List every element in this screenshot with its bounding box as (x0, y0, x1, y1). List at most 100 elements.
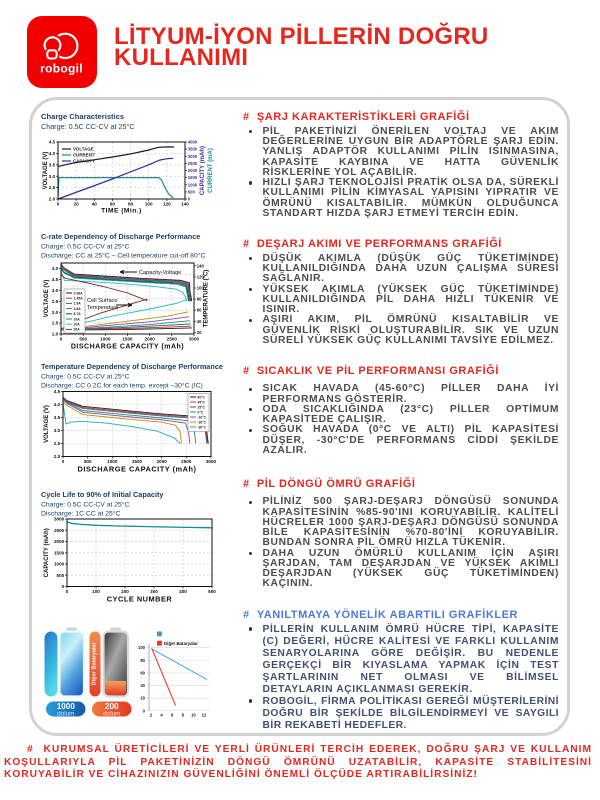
svg-text:C-rate Dependency of Discharge: C-rate Dependency of Discharge Performan… (41, 232, 200, 241)
svg-text:DISCHARGE CAPACITY (mAh): DISCHARGE CAPACITY (mAh) (78, 465, 197, 474)
svg-text:CAPACITY (mAh): CAPACITY (mAh) (200, 146, 206, 195)
svg-text:Charge: 0.5C CC-CV at 25°C: Charge: 0.5C CC-CV at 25°C (41, 373, 130, 381)
svg-text:1.5: 1.5 (52, 321, 59, 326)
svg-text:20: 20 (140, 696, 145, 701)
svg-text:60: 60 (110, 202, 116, 207)
svg-text:Diğer Bataryalar: Diğer Bataryalar (164, 641, 198, 646)
svg-text:2000: 2000 (54, 539, 65, 544)
svg-text:4.5: 4.5 (49, 140, 56, 145)
svg-text:3.5: 3.5 (54, 415, 61, 420)
svg-text:CURRENT: CURRENT (73, 153, 95, 158)
svg-text:500: 500 (208, 589, 216, 594)
svg-text:Charge: 0.5C CC-CV at 25°C: Charge: 0.5C CC-CV at 25°C (41, 122, 135, 131)
svg-text:-20°C: -20°C (198, 420, 207, 424)
svg-text:200: 200 (121, 589, 129, 594)
svg-text:20: 20 (197, 330, 202, 335)
svg-text:500: 500 (84, 459, 92, 464)
svg-text:0: 0 (62, 459, 65, 464)
svg-text:8.7A: 8.7A (74, 312, 82, 316)
svg-text:2: 2 (150, 713, 153, 718)
svg-text:4.0: 4.0 (52, 266, 59, 271)
svg-text:4.0: 4.0 (49, 151, 56, 156)
svg-text:1.9A: 1.9A (74, 302, 82, 306)
svg-text:CAPACITY: CAPACITY (73, 159, 95, 164)
svg-text:VOLTAGE (V): VOLTAGE (V) (43, 152, 49, 190)
svg-text:VOLTAGE (V): VOLTAGE (V) (44, 405, 50, 443)
svg-text:1000: 1000 (107, 459, 118, 464)
svg-text:0: 0 (66, 589, 69, 594)
svg-text:TIME (Min.): TIME (Min.) (101, 208, 142, 215)
svg-text:2.0: 2.0 (49, 197, 56, 202)
svg-text:200: 200 (105, 702, 119, 711)
svg-text:2.5: 2.5 (54, 441, 61, 446)
svg-text:1000: 1000 (54, 562, 65, 567)
svg-text:120: 120 (163, 202, 171, 207)
svg-text:10A: 10A (74, 317, 81, 321)
svg-text:500: 500 (188, 190, 196, 195)
svg-text:3000: 3000 (188, 154, 198, 159)
svg-text:2500: 2500 (54, 528, 65, 533)
svg-text:0: 0 (143, 708, 146, 713)
svg-text:-10°C: -10°C (198, 415, 207, 419)
svg-text:VOLTAGE: VOLTAGE (73, 147, 94, 152)
svg-text:80: 80 (140, 658, 145, 663)
svg-text:1000: 1000 (100, 337, 111, 342)
svg-text:Charge: 0.5C CC-CV at 25°C: Charge: 0.5C CC-CV at 25°C (41, 501, 130, 509)
svg-text:VOLTAGE (V): VOLTAGE (V) (44, 280, 50, 318)
svg-text:TEMPERATURE (°C): TEMPERATURE (°C) (204, 270, 210, 328)
svg-text:dolum: dolum (103, 710, 120, 717)
svg-text:2.0: 2.0 (52, 310, 59, 315)
svg-text:12: 12 (202, 713, 207, 718)
svg-text:100: 100 (145, 202, 153, 207)
svg-text:100: 100 (197, 286, 205, 291)
svg-text:100: 100 (138, 645, 146, 650)
svg-text:3.5: 3.5 (49, 162, 56, 167)
svg-text:1500: 1500 (188, 175, 198, 180)
svg-text:0: 0 (57, 202, 60, 207)
svg-text:Discharge: CC 0.2C for each te: Discharge: CC 0.2C for each temp. except… (41, 382, 203, 390)
svg-text:6: 6 (171, 713, 174, 718)
svg-text:2500: 2500 (167, 337, 178, 342)
svg-text:2000: 2000 (157, 459, 168, 464)
svg-text:1500: 1500 (132, 459, 143, 464)
svg-text:1.0: 1.0 (52, 332, 59, 337)
svg-text:2.5: 2.5 (49, 185, 56, 190)
svg-text:-30°C: -30°C (198, 425, 207, 429)
svg-text:20A: 20A (74, 323, 81, 327)
svg-text:25°C: 25°C (198, 405, 206, 409)
svg-text:500: 500 (79, 337, 87, 342)
svg-text:Cycle Life to 90% of Initial C: Cycle Life to 90% of Initial Capacity (41, 490, 164, 499)
svg-text:Temperature: Temperature (87, 305, 118, 311)
svg-text:4: 4 (160, 713, 163, 718)
svg-text:Charge Characteristics: Charge Characteristics (41, 112, 124, 121)
svg-text:3.0: 3.0 (52, 288, 59, 293)
svg-text:80: 80 (128, 202, 134, 207)
svg-text:0: 0 (60, 337, 63, 342)
svg-text:4.5: 4.5 (54, 389, 61, 394)
svg-text:Cell Surface: Cell Surface (87, 298, 117, 304)
svg-text:0: 0 (188, 197, 191, 202)
svg-text:2500: 2500 (188, 161, 198, 166)
svg-text:CYCLE NUMBER: CYCLE NUMBER (107, 595, 173, 604)
svg-text:Discharge: CC at 25°C – Cell t: Discharge: CC at 25°C – Cell temperature… (41, 252, 205, 260)
svg-text:60: 60 (140, 670, 145, 675)
svg-text:Capacity-Voltage: Capacity-Voltage (139, 270, 181, 276)
svg-text:0°C: 0°C (198, 410, 204, 414)
svg-text:80: 80 (197, 297, 202, 302)
svg-text:3000: 3000 (54, 517, 65, 522)
svg-text:140: 140 (181, 202, 189, 207)
svg-text:Discharge: 1C CC at 25°C: Discharge: 1C CC at 25°C (41, 510, 120, 518)
svg-text:1000: 1000 (57, 702, 76, 711)
svg-text:20: 20 (74, 202, 80, 207)
svg-text:60: 60 (197, 308, 202, 313)
svg-text:2500: 2500 (181, 459, 192, 464)
svg-text:1500: 1500 (54, 550, 65, 555)
svg-text:CAPACITY (mAh): CAPACITY (mAh) (44, 528, 50, 577)
svg-text:300: 300 (150, 589, 158, 594)
svg-text:4.0: 4.0 (54, 402, 61, 407)
svg-text:Diğer Bataryalar: Diğer Bataryalar (91, 641, 97, 685)
svg-text:2000: 2000 (188, 168, 198, 173)
svg-text:3.0: 3.0 (54, 428, 61, 433)
svg-text:Charge: 0.5C CC-CV at 25°C: Charge: 0.5C CC-CV at 25°C (41, 243, 130, 251)
svg-text:40: 40 (92, 202, 98, 207)
